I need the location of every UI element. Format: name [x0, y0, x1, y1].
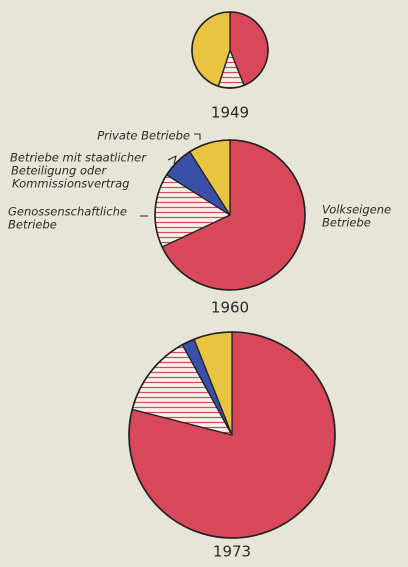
- category-label: Genossenschaftliche: [8, 205, 127, 219]
- category-label: Betriebe mit staatlicher: [10, 151, 147, 165]
- leader-line: [167, 155, 177, 165]
- pie-title: 1973: [213, 543, 251, 561]
- category-label: Volkseigene: [322, 203, 391, 217]
- category-label: Betriebe: [322, 216, 371, 230]
- pie-outline: [128, 331, 336, 539]
- pie-outline: [191, 11, 269, 89]
- category-label: Betriebe: [8, 218, 57, 232]
- category-label: Kommissionsvertrag: [12, 177, 129, 191]
- category-label: Private Betriebe: [97, 129, 190, 143]
- pie-outline: [154, 139, 306, 291]
- category-label: Beteiligung oder: [11, 164, 107, 178]
- leader-line: [194, 133, 201, 140]
- pie-title: 1949: [211, 104, 249, 122]
- pie-title: 1960: [211, 299, 249, 317]
